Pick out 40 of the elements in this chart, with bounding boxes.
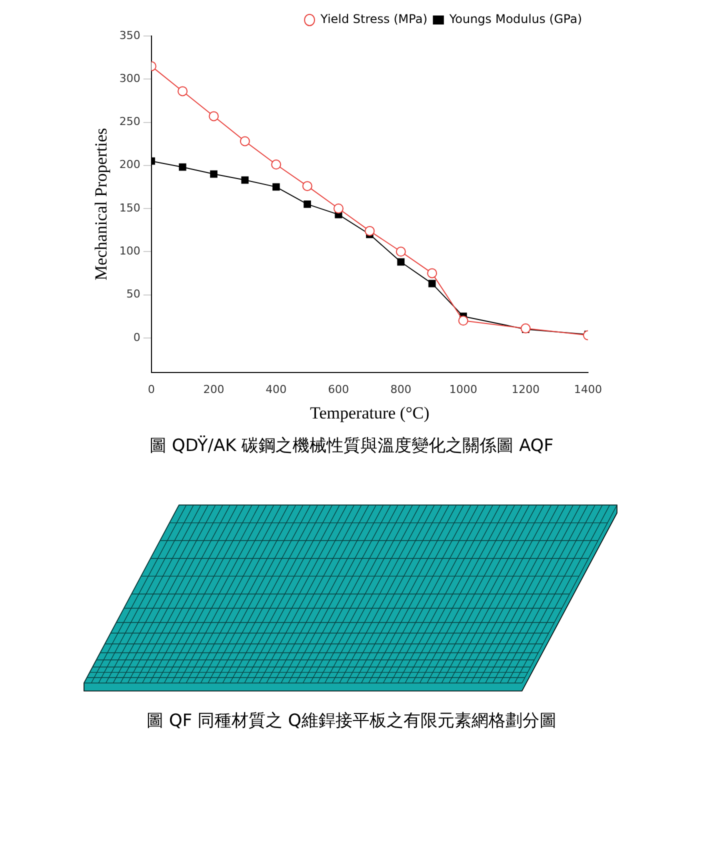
- y-tick-label: 100: [119, 244, 140, 258]
- point: [178, 86, 188, 96]
- x-tick-label: 0: [148, 382, 155, 396]
- point: [427, 268, 438, 278]
- point: [271, 160, 282, 170]
- text: 圖 QF 同種材質之 Q維銲接平板之有限元素網格劃分圖: [146, 710, 558, 732]
- y-tick-label: 0: [133, 330, 140, 344]
- point: [302, 181, 312, 192]
- y-tick-label: 300: [119, 72, 140, 85]
- legend-label: Yield Stress (MPa): [320, 12, 428, 26]
- point: [397, 258, 405, 266]
- point: [241, 176, 249, 184]
- point: [208, 111, 219, 122]
- x-tick-label: 800: [390, 382, 412, 396]
- point: [240, 136, 250, 146]
- x-tick-label: 200: [203, 382, 224, 396]
- x-tick-label: 600: [328, 382, 350, 396]
- point: [428, 280, 436, 288]
- point: [520, 323, 531, 334]
- point: [396, 246, 406, 257]
- point: [304, 200, 312, 208]
- point: [364, 226, 375, 236]
- y-tick-label: 250: [119, 115, 140, 128]
- x-tick-label: 1200: [512, 382, 540, 396]
- x-tick-label: 400: [266, 382, 287, 396]
- point: [272, 183, 280, 191]
- y-tick-label: 350: [119, 28, 140, 42]
- point: [178, 163, 186, 171]
- x-tick-label: 1400: [574, 382, 602, 396]
- legend-label: Youngs Modulus (GPa): [448, 12, 582, 26]
- y-tick-label: 150: [119, 201, 140, 214]
- point: [334, 204, 344, 214]
- point: [210, 170, 218, 178]
- point: [458, 316, 468, 326]
- y-tick-label: 200: [119, 158, 140, 172]
- text: 圖 QDŸ/AK 碳鋼之機械性質與溫度變化之關係圖 AQF: [148, 434, 555, 457]
- y-tick-label: 50: [126, 288, 140, 301]
- x-axis-title: Temperature (°C): [310, 403, 430, 422]
- x-tick-label: 1000: [449, 382, 478, 396]
- y-axis-title: Mechanical Properties: [92, 128, 111, 280]
